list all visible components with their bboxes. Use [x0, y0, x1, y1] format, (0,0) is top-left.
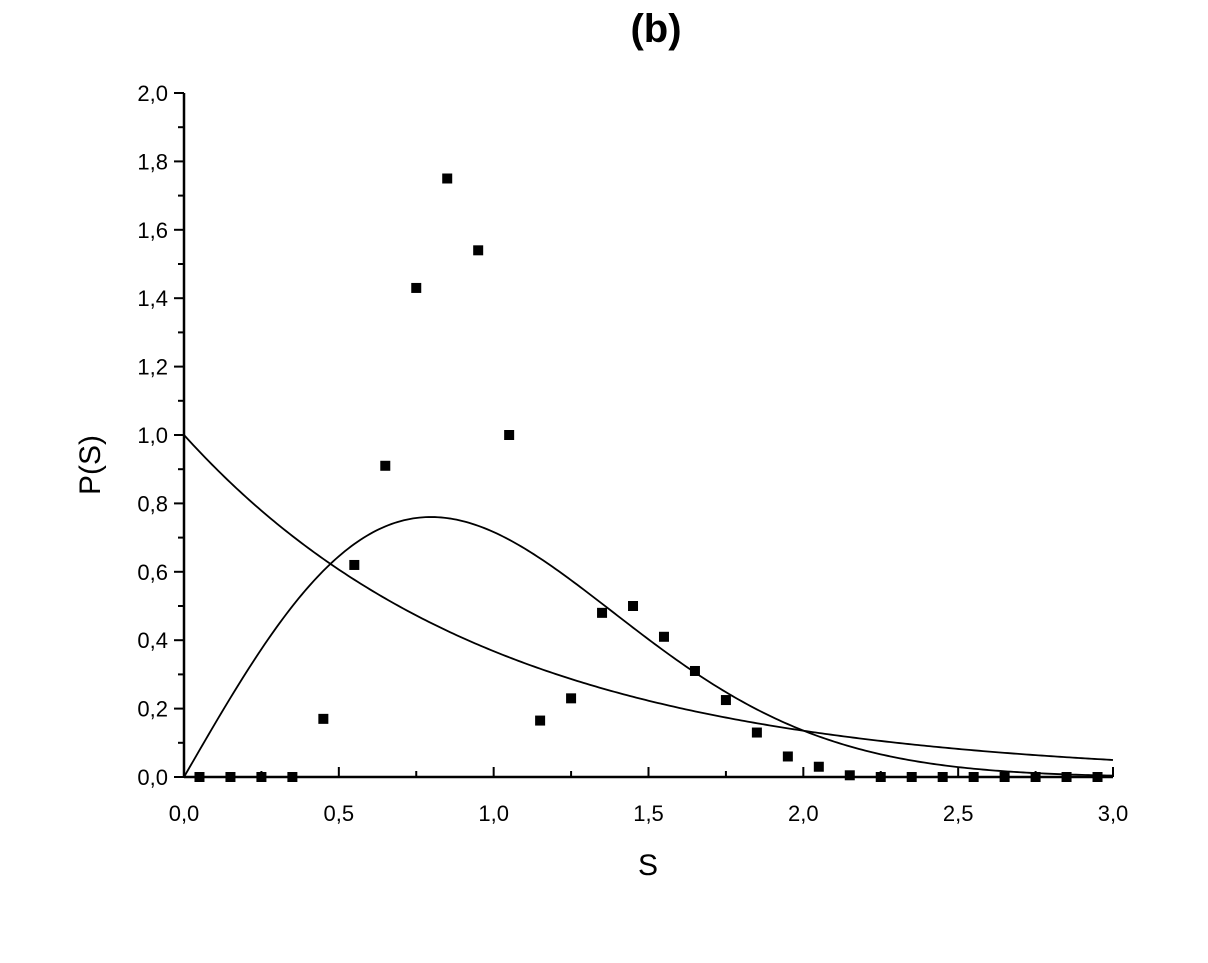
data-point	[225, 772, 236, 782]
data-point	[597, 607, 608, 618]
data-point	[442, 173, 453, 184]
data-point	[689, 665, 700, 676]
axes: 0,0 0,5 1,0 1,5 2,0 2,5 3,0 0,0 0,2 0,4 0,6 0,8 1,0 1…	[137, 81, 1128, 826]
y-tick-label: 1,0	[137, 423, 168, 448]
y-tick-label: 1,6	[137, 218, 168, 243]
y-tick-label: 1,4	[137, 286, 168, 311]
data-point	[318, 713, 329, 724]
data-point	[751, 727, 762, 738]
y-tick-label: 0,2	[137, 697, 168, 722]
y-axis-label: P(S)	[74, 435, 107, 495]
wigner-curve	[183, 516, 1114, 778]
x-axis-label: S	[638, 849, 658, 882]
data-point	[194, 772, 205, 782]
y-tick-label: 0,4	[137, 628, 168, 653]
chart-title: (b)	[630, 7, 681, 51]
data-point	[256, 772, 267, 782]
data-point	[906, 772, 917, 782]
data-point	[380, 460, 391, 471]
data-point	[504, 430, 515, 440]
y-tick-label: 0,8	[137, 491, 168, 516]
data-point	[1092, 772, 1103, 782]
data-point	[937, 772, 948, 782]
data-point	[658, 631, 669, 642]
data-points	[194, 173, 1103, 782]
data-point	[411, 282, 422, 293]
x-tick-label: 3,0	[1098, 801, 1129, 826]
x-tick-label: 2,5	[943, 801, 974, 826]
x-tick-label: 0,5	[324, 801, 355, 826]
data-point	[1061, 772, 1072, 782]
data-point	[1030, 772, 1041, 782]
data-point	[999, 772, 1010, 782]
y-tick-label: 0,6	[137, 560, 168, 585]
data-point	[720, 695, 731, 706]
fit-curves	[183, 434, 1114, 778]
poisson-curve	[183, 434, 1114, 761]
data-point	[287, 772, 298, 782]
x-tick-label: 2,0	[788, 801, 819, 826]
data-point	[349, 559, 360, 570]
data-point	[473, 245, 484, 256]
y-tick-label: 1,2	[137, 355, 168, 380]
data-point	[844, 770, 855, 781]
x-tick-label: 0,0	[169, 801, 200, 826]
data-point	[628, 601, 639, 611]
data-point	[566, 693, 577, 704]
data-point	[535, 715, 546, 726]
data-point	[968, 772, 979, 782]
data-point	[875, 772, 886, 782]
x-tick-label: 1,5	[633, 801, 664, 826]
data-point	[813, 761, 824, 772]
data-point	[782, 751, 793, 762]
y-tick-label: 0,0	[137, 765, 168, 790]
y-tick-label: 2,0	[137, 81, 168, 106]
y-tick-label: 1,8	[137, 149, 168, 174]
x-tick-label: 1,0	[478, 801, 509, 826]
